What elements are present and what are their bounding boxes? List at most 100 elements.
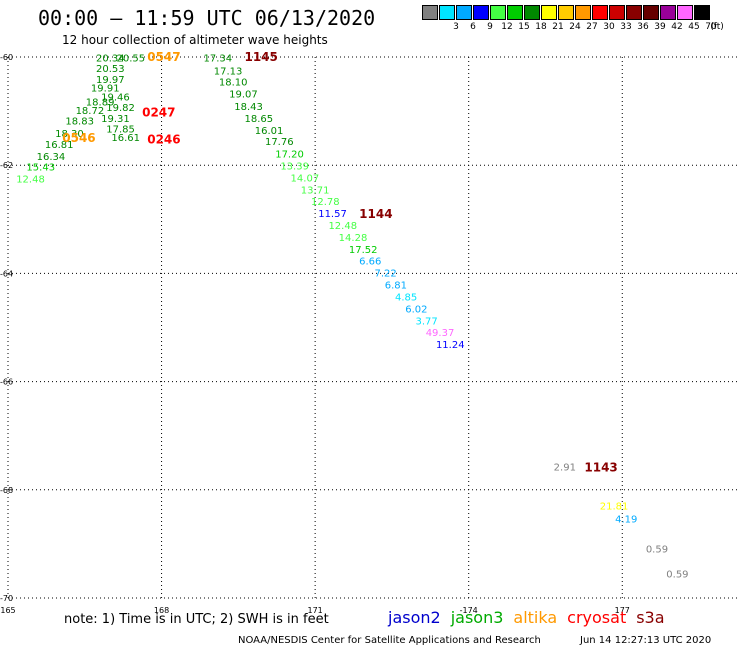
satellite-s3a: s3a	[636, 608, 665, 627]
wave-height-label: 17.85	[106, 125, 135, 136]
wave-height-label: 12.48	[328, 221, 357, 232]
wave-height-label: 18.43	[234, 102, 263, 113]
units-note: note: 1) Time is in UTC; 2) SWH is in fe…	[64, 612, 329, 627]
legend-swatch	[626, 5, 642, 20]
legend-swatch	[490, 5, 506, 20]
legend-swatch	[439, 5, 455, 20]
wave-height-label: 13.71	[301, 185, 330, 196]
wave-height-label: 20.53	[96, 64, 125, 75]
legend-label: 12	[501, 22, 513, 32]
satellite-jason3: jason3	[450, 608, 504, 627]
legend-swatch	[677, 5, 693, 20]
legend-swatch	[609, 5, 625, 20]
wave-height-label: 19.82	[106, 103, 135, 114]
lat-tick-label: -62	[0, 161, 13, 170]
legend-swatch	[541, 5, 557, 20]
legend-label: 39	[654, 22, 666, 32]
wave-height-label: 16.61	[111, 133, 140, 144]
legend-label: 36	[637, 22, 649, 32]
lat-tick-label: -70	[0, 594, 13, 603]
legend-swatch	[643, 5, 659, 20]
wave-height-label: 13.39	[280, 162, 309, 173]
color-legend: 3 6 9 12 15 18 21 24 27 30 33 36 39 42 45 70 (ft)	[422, 5, 728, 35]
wave-height-label: 16.34	[37, 152, 66, 163]
pass-time-label: 1143	[584, 460, 617, 474]
wave-height-label: 15.43	[26, 163, 55, 174]
pass-time-label: 0546	[62, 131, 95, 145]
pass-time-label: 0247	[142, 105, 175, 119]
legend-label: 42	[671, 22, 683, 32]
wave-height-label: 19.46	[101, 92, 130, 103]
wave-height-label: 18.65	[244, 114, 273, 125]
wave-height-label: 14.28	[339, 233, 368, 244]
legend-swatch	[422, 5, 438, 20]
satellite-altika: altika	[513, 608, 558, 627]
legend-label: 18	[535, 22, 547, 32]
lon-tick-label: 168	[154, 606, 169, 615]
wave-height-label: 11.24	[436, 340, 465, 351]
legend-swatch	[524, 5, 540, 20]
lon-tick-label: 171	[307, 606, 322, 615]
wave-height-label: 18.72	[76, 106, 105, 117]
wave-height-label: 19.91	[91, 84, 120, 95]
wave-height-label: 3.77	[415, 316, 437, 327]
satellite-jason2: jason2	[388, 608, 441, 627]
legend-label: 6	[470, 22, 476, 32]
wave-height-label: 14.07	[291, 173, 320, 184]
legend-label: 15	[518, 22, 530, 32]
legend-swatch	[660, 5, 676, 20]
legend-label: 70	[705, 22, 717, 32]
wave-height-label: 17.76	[265, 137, 294, 148]
wave-height-label: 17.20	[275, 150, 304, 161]
pass-time-label: 1144	[359, 207, 392, 221]
legend-label: 24	[569, 22, 581, 32]
legend-swatch	[558, 5, 574, 20]
wave-height-label: 16.81	[45, 140, 74, 151]
lat-tick-label: -64	[0, 269, 13, 278]
legend-label: 33	[620, 22, 632, 32]
legend-swatch	[473, 5, 489, 20]
wave-height-label: 0.59	[646, 545, 668, 556]
legend-swatch	[456, 5, 472, 20]
legend-swatch	[694, 5, 710, 20]
wave-height-label: 19.07	[229, 90, 258, 101]
satellite-cryosat: cryosat	[567, 608, 627, 627]
wave-height-label: 6.02	[405, 304, 427, 315]
legend-swatch	[575, 5, 591, 20]
wave-height-label: 18.30	[55, 129, 84, 140]
lat-tick-label: -60	[0, 53, 13, 62]
wave-height-label: 6.81	[385, 281, 407, 292]
wave-height-label: 19.97	[96, 75, 125, 86]
wave-height-label: 0.59	[666, 569, 688, 580]
lon-tick-label: -174	[460, 606, 478, 615]
wave-height-label: 7.22	[375, 269, 397, 280]
credit-text: NOAA/NESDIS Center for Satellite Applica…	[238, 635, 541, 646]
wave-height-label: 6.66	[359, 257, 381, 268]
legend-unit: (ft)	[710, 22, 724, 32]
wave-height-label: 17.34	[204, 53, 233, 64]
generated-timestamp: Jun 14 12:27:13 UTC 2020	[580, 635, 712, 646]
legend-label: 30	[603, 22, 615, 32]
legend-label: 9	[487, 22, 493, 32]
wave-height-label: 18.89	[86, 98, 115, 109]
lon-tick-label: 165	[0, 606, 15, 615]
legend-label: 3	[453, 22, 459, 32]
wave-height-label: 17.13	[214, 66, 243, 77]
wave-height-label: 19.31	[101, 114, 130, 125]
chart-subtitle: 12 hour collection of altimeter wave hei…	[62, 33, 328, 47]
legend-label: 45	[688, 22, 700, 32]
wave-height-label: 11.57	[318, 209, 347, 220]
wave-height-label: 18.83	[65, 117, 94, 128]
pass-time-label: 1145	[244, 50, 277, 64]
legend-swatch	[507, 5, 523, 20]
wave-height-label: 4.85	[395, 292, 417, 303]
wave-height-label: 4.19	[615, 514, 637, 525]
lat-tick-label: -68	[0, 486, 13, 495]
wave-height-label: 20.34	[96, 53, 125, 64]
wave-height-label: 18.10	[219, 78, 248, 89]
chart-title: 00:00 – 11:59 UTC 06/13/2020	[38, 6, 376, 30]
lat-tick-label: -66	[0, 378, 13, 387]
wave-height-label: 2.91	[554, 462, 576, 473]
wave-height-label: 12.78	[311, 197, 340, 208]
